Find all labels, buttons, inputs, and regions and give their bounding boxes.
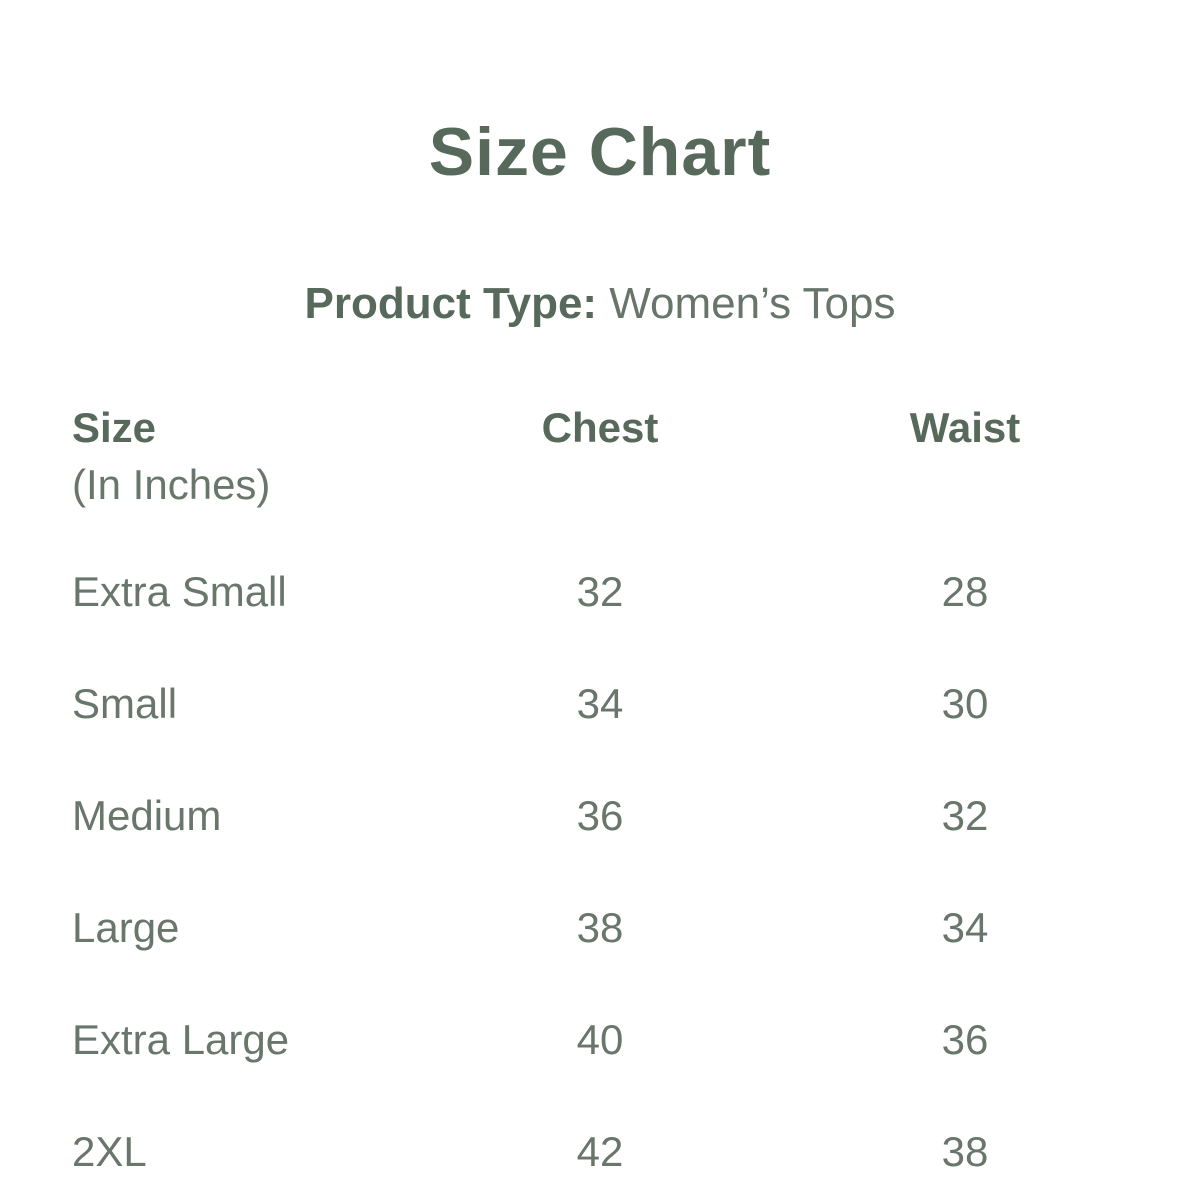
- product-type-line: Product Type: Women’s Tops: [0, 282, 1200, 326]
- column-header-waist: Waist: [909, 404, 1021, 451]
- size-cell: Small: [72, 680, 178, 727]
- table-header-row: Size (In Inches) Chest Waist: [0, 399, 1200, 513]
- waist-cell: 28: [941, 568, 989, 615]
- waist-cell: 38: [941, 1128, 989, 1175]
- table-row: Medium 36 32: [0, 793, 1200, 839]
- chest-cell: 34: [576, 680, 624, 727]
- waist-cell: 30: [941, 680, 989, 727]
- product-type-value: Women’s Tops: [609, 279, 896, 328]
- waist-cell: 32: [941, 792, 989, 839]
- chest-cell: 42: [576, 1128, 624, 1175]
- waist-cell: 34: [941, 904, 989, 951]
- size-cell: Large: [72, 904, 180, 951]
- product-type-label: Product Type:: [304, 279, 598, 328]
- chest-cell: 32: [576, 568, 624, 615]
- size-unit-label: (In Inches): [72, 461, 271, 508]
- table-row: 2XL 42 38: [0, 1129, 1200, 1175]
- size-cell: 2XL: [72, 1128, 147, 1175]
- column-header-chest: Chest: [541, 404, 659, 451]
- page-title: Size Chart: [428, 114, 772, 190]
- column-header-size: Size (In Inches): [0, 399, 460, 513]
- size-table: Size (In Inches) Chest Waist Extra Small…: [0, 399, 1200, 1175]
- size-cell: Extra Small: [72, 568, 287, 615]
- size-cell: Medium: [72, 792, 222, 839]
- size-cell: Extra Large: [72, 1016, 290, 1063]
- chest-cell: 36: [576, 792, 624, 839]
- table-row: Small 34 30: [0, 681, 1200, 727]
- table-row: Extra Large 40 36: [0, 1017, 1200, 1063]
- chest-cell: 38: [576, 904, 624, 951]
- size-header-label: Size: [72, 404, 157, 451]
- waist-cell: 36: [941, 1016, 989, 1063]
- table-row: Large 38 34: [0, 905, 1200, 951]
- table-row: Extra Small 32 28: [0, 569, 1200, 615]
- chest-cell: 40: [576, 1016, 624, 1063]
